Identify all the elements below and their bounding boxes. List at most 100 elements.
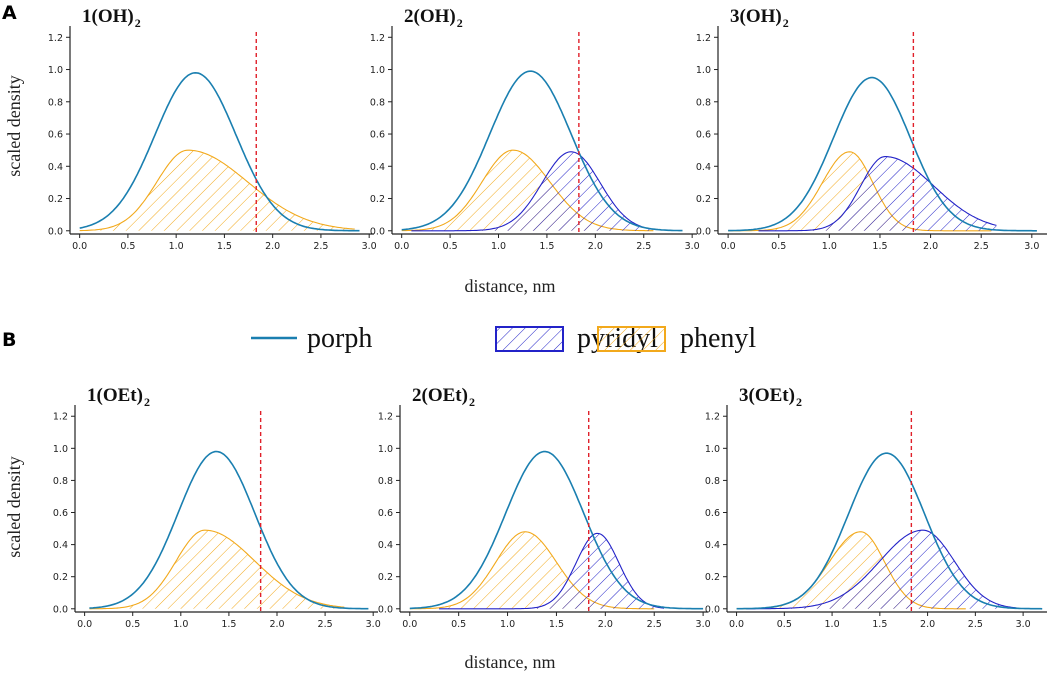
x-tick-label: 2.5: [313, 241, 328, 252]
x-tick-label: 3.0: [362, 241, 377, 252]
legend-porph-label: porph: [307, 323, 372, 354]
series-phenyl-area: [409, 531, 655, 609]
x-tick-label: 1.0: [822, 241, 837, 252]
x-tick-label: 1.0: [491, 241, 506, 252]
y-tick-label: 0.8: [48, 97, 63, 108]
series-pyridyl-outline: [439, 532, 665, 610]
panel-title-subscript: 2: [144, 395, 150, 409]
x-tick-label: 3.0: [1024, 241, 1039, 252]
panel-4: 0.0 0.5 1.0 1.5 2.0 2.5 3.0 0.0 0.2 0.4 0.6 0.8 1.0 1…: [53, 385, 381, 630]
legend-phenyl-label: phenyl: [680, 323, 756, 354]
y-tick-label: 1.2: [370, 33, 385, 44]
section-label-b: B: [2, 329, 16, 351]
y-tick-label: 0.8: [378, 476, 393, 487]
x-tick-label: 0.5: [777, 619, 792, 630]
x-tick-label: 2.0: [588, 241, 603, 252]
series-pyridyl-area: [758, 156, 997, 231]
panel-title: 1(OH): [82, 6, 134, 27]
y-axis-label-top: scaled density: [4, 75, 24, 176]
x-tick-label: 0.5: [120, 241, 135, 252]
panel-title: 2(OH): [404, 6, 456, 27]
series-pyridyl-outline: [411, 151, 654, 232]
panel-title: 2(OEt): [412, 385, 468, 406]
x-tick-label: 0.5: [451, 619, 466, 630]
series-porph-line: [409, 450, 704, 610]
y-tick-label: 0.4: [48, 162, 63, 173]
y-tick-label: 0.0: [370, 226, 385, 237]
panel-1: 0.0 0.5 1.0 1.5 2.0 2.5 3.0 0.0 0.2 0.4 0.6 0.8 1.0 1…: [48, 6, 377, 252]
y-tick-label: 0.6: [370, 130, 385, 141]
series-pyridyl-area: [746, 530, 1019, 609]
y-tick-label: 0.0: [696, 226, 711, 237]
series-pyridyl-outline: [758, 156, 997, 232]
x-tick-label: 2.5: [636, 241, 651, 252]
panels-group: 0.0 0.5 1.0 1.5 2.0 2.5 3.0 0.0 0.2 0.4 0.6 0.8 1.0 1…: [48, 6, 1047, 630]
x-tick-label: 1.5: [872, 241, 887, 252]
x-tick-label: 0.0: [721, 241, 736, 252]
panel-6: 0.0 0.5 1.0 1.5 2.0 2.5 3.0 0.0 0.2 0.4 0.6 0.8 1.0 1…: [705, 385, 1047, 630]
series-porph-line: [401, 70, 683, 232]
y-tick-label: 0.4: [696, 162, 711, 173]
y-tick-label: 0.0: [378, 604, 393, 615]
x-tick-label: 3.0: [696, 619, 711, 630]
x-tick-label: 2.5: [318, 619, 333, 630]
series-phenyl-area: [736, 531, 966, 609]
y-tick-label: 0.4: [705, 540, 720, 551]
x-tick-label: 2.5: [968, 619, 983, 630]
x-tick-label: 3.0: [685, 241, 700, 252]
y-tick-label: 0.8: [696, 97, 711, 108]
y-tick-label: 1.2: [705, 412, 720, 423]
x-tick-label: 1.5: [217, 241, 232, 252]
x-tick-label: 0.5: [443, 241, 458, 252]
x-tick-label: 2.0: [920, 619, 935, 630]
x-axis-label-bottom: distance, nm: [465, 652, 556, 672]
y-tick-label: 1.0: [48, 65, 63, 76]
x-tick-label: 1.0: [500, 619, 515, 630]
y-tick-label: 0.0: [53, 604, 68, 615]
y-tick-label: 0.0: [705, 604, 720, 615]
y-tick-label: 0.8: [370, 97, 385, 108]
x-tick-label: 2.0: [269, 619, 284, 630]
panel-3: 0.0 0.5 1.0 1.5 2.0 2.5 3.0 0.0 0.2 0.4 0.6 0.8 1.0 1…: [696, 6, 1047, 252]
panel-2: 0.0 0.5 1.0 1.5 2.0 2.5 3.0 0.0 0.2 0.4 0.6 0.8 1.0 1…: [370, 6, 700, 252]
series-porph-line: [89, 450, 369, 610]
legend-pyridyl-swatch: [495, 326, 564, 352]
y-tick-label: 0.2: [53, 572, 68, 583]
y-tick-label: 0.8: [705, 476, 720, 487]
panel-title: 3(OH): [730, 6, 782, 27]
y-tick-label: 0.2: [48, 194, 63, 205]
y-tick-label: 1.0: [370, 65, 385, 76]
section-label-a: A: [2, 2, 17, 24]
y-tick-label: 1.0: [53, 444, 68, 455]
panel-title-subscript: 2: [457, 16, 463, 30]
x-axis-label-top: distance, nm: [465, 276, 556, 296]
y-tick-label: 0.2: [705, 572, 720, 583]
y-tick-label: 0.2: [370, 194, 385, 205]
y-tick-label: 1.0: [705, 444, 720, 455]
y-tick-label: 1.2: [53, 412, 68, 423]
series-phenyl-outline: [79, 149, 355, 232]
x-tick-label: 2.0: [598, 619, 613, 630]
series-phenyl-outline: [89, 529, 345, 610]
series-pyridyl-outline: [746, 529, 1019, 610]
x-tick-label: 1.5: [872, 619, 887, 630]
series-phenyl-area: [89, 530, 345, 609]
panel-title: 3(OEt): [739, 385, 795, 406]
x-tick-label: 1.0: [173, 619, 188, 630]
x-tick-label: 1.5: [539, 241, 554, 252]
y-tick-label: 0.2: [696, 194, 711, 205]
x-tick-label: 0.0: [77, 619, 92, 630]
series-porph-line: [79, 71, 360, 232]
x-tick-label: 0.0: [394, 241, 409, 252]
y-tick-label: 1.0: [696, 65, 711, 76]
y-tick-label: 0.2: [378, 572, 393, 583]
x-tick-label: 3.0: [366, 619, 381, 630]
y-tick-label: 0.0: [48, 226, 63, 237]
series-porph-line: [736, 452, 1043, 610]
x-tick-label: 1.5: [221, 619, 236, 630]
y-tick-label: 1.2: [696, 33, 711, 44]
y-tick-label: 0.6: [48, 130, 63, 141]
y-tick-label: 0.6: [378, 508, 393, 519]
panel-title-subscript: 2: [135, 16, 141, 30]
series-porph-line: [728, 76, 1037, 232]
